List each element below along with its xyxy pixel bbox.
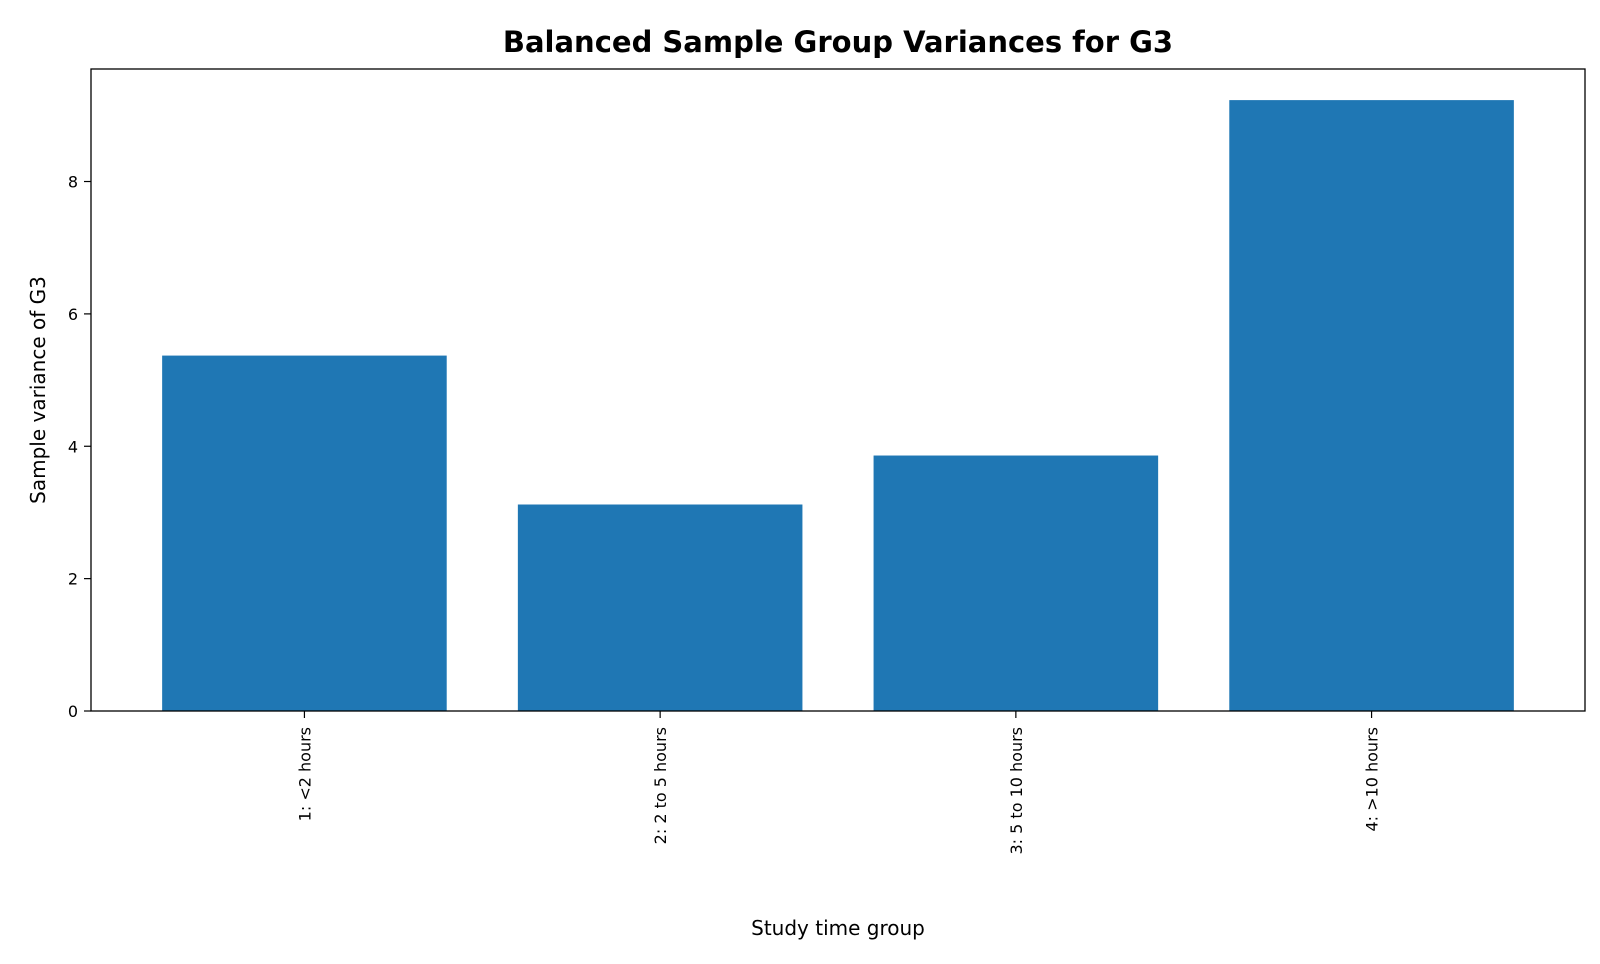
bar-3 (873, 455, 1159, 711)
x-axis: 1: <2 hours 2: 2 to 5 hours 3: 5 to 10 hou… (295, 711, 1382, 855)
y-tick-label-0: 0 (68, 702, 78, 721)
x-tick-label-1: 1: <2 hours (295, 727, 314, 821)
y-tick-label-6: 6 (68, 305, 78, 324)
x-tick-label-4: 4: >10 hours (1363, 727, 1382, 832)
y-axis-label: Sample variance of G3 (26, 276, 50, 504)
x-tick-label-2: 2: 2 to 5 hours (651, 727, 670, 844)
x-tick-label-3: 3: 5 to 10 hours (1007, 727, 1026, 855)
bar-4 (1229, 100, 1514, 711)
y-tick-label-2: 2 (68, 570, 78, 589)
bar-2 (517, 504, 803, 711)
y-axis: 0 2 4 6 8 (68, 173, 91, 721)
plot-frame (90, 68, 1586, 712)
y-tick-label-8: 8 (68, 173, 78, 192)
bars-layer (162, 100, 1514, 711)
y-tick-label-4: 4 (68, 437, 78, 456)
bar-1 (162, 355, 447, 711)
x-axis-label: Study time group (751, 916, 925, 940)
chart-title: Balanced Sample Group Variances for G3 (503, 25, 1173, 59)
